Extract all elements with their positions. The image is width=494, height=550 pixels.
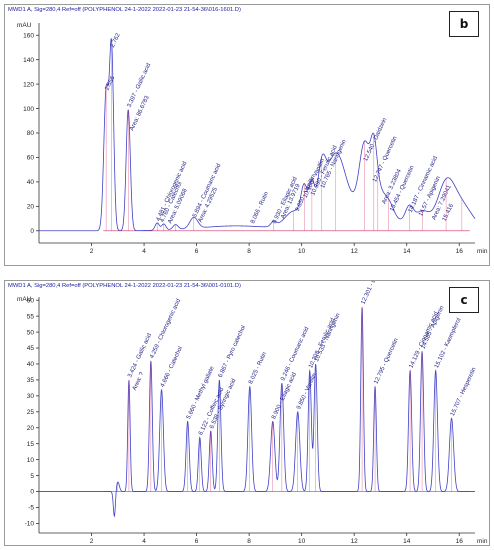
y-tick-label: 100 (23, 106, 34, 113)
x-tick-label: 4 (142, 538, 146, 545)
y-tick-label: 45 (27, 345, 35, 352)
x-tick-label: 8 (247, 248, 251, 255)
peak-label-text: 8.066 - Rutin (250, 191, 270, 225)
panel-tag-b: b (449, 11, 479, 37)
peak-label-text: 8.025 - Rutin (248, 351, 268, 385)
y-tick-label: 60 (27, 297, 35, 304)
chromatogram-panel-b: 0 20 40 60 80 100 120 140 160 2 4 6 8 10 12 14 16 mAU min 2… (4, 4, 490, 266)
peak-label: 12.301 - Daidzein (360, 281, 385, 305)
x-tick-label: 2 (90, 248, 94, 255)
y-tick-label: 120 (23, 81, 34, 88)
y-tick-label: -5 (28, 505, 34, 512)
panel-tag-c: c (449, 287, 479, 313)
chromatogram-b-header: MWD1 A, Sig=280,4 Ref=off (POLYPHENOL 24… (8, 7, 241, 13)
x-tick-label: 2 (90, 538, 94, 545)
y-tick-label: 30 (27, 393, 35, 400)
y-tick-label: 160 (23, 32, 34, 39)
y-tick-label: 80 (27, 130, 35, 137)
x-tick-label: 10 (298, 538, 306, 545)
peak-label: 6.867 - Pyro catechol (218, 325, 247, 379)
peak-label: 15.707 - Hesperetin (450, 367, 478, 417)
y-tick-label: 40 (27, 361, 35, 368)
y-tick-label: 0 (30, 228, 34, 235)
y-tick-label: 10 (27, 457, 35, 464)
x-tick-label: 6 (195, 538, 199, 545)
y-tick-label: 25 (27, 409, 35, 416)
peak-label-text: 6.867 - Pyro catechol (218, 325, 247, 379)
y-tick-label: 15 (27, 441, 35, 448)
peak-label: 15.102 - Kaempferol (434, 317, 462, 369)
peak-label-text: 12.795 - Quercetin (373, 338, 399, 386)
y-axis-label: mAU (17, 22, 32, 29)
peak-label: 8.066 - Rutin (250, 191, 270, 225)
y-tick-label: 35 (27, 377, 35, 384)
x-tick-label: 8 (247, 538, 251, 545)
peak-label: 8.025 - Rutin (248, 351, 268, 385)
x-tick-label: 14 (403, 538, 411, 545)
peak-label-text: 4.666 - Catechol (160, 346, 184, 388)
x-axis-unit: min (477, 538, 488, 545)
chromatogram-panel-c: -10 -5 0 5 10 15 20 25 30 35 40 45 50 55 60 2 4 6 8 10 12 14 1… (4, 280, 490, 546)
x-tick-label: 16 (456, 248, 464, 255)
peak-label: 10.533 - Naringenin (314, 313, 342, 363)
peak-label: 12.795 - Quercetin (373, 338, 399, 386)
x-tick-label: 14 (403, 248, 411, 255)
chromatogram-c-header: MWD1 A, Sig=280,4 Ref=off (POLYPHENOL 24… (8, 283, 241, 289)
peak-label-text: 12.301 - Daidzein (360, 281, 385, 305)
x-tick-label: 12 (351, 248, 359, 255)
x-tick-label: 10 (298, 248, 306, 255)
y-tick-label: 20 (27, 425, 35, 432)
y-tick-label: 40 (27, 179, 35, 186)
y-tick-label: 0 (30, 489, 34, 496)
x-tick-label: 12 (351, 538, 359, 545)
y-tick-label: 60 (27, 155, 35, 162)
peak-label-text: 15.707 - Hesperetin (450, 367, 478, 417)
y-tick-label: 50 (27, 329, 35, 336)
y-tick-label: -10 (25, 521, 35, 528)
peak-label: 4.666 - Catechol (160, 346, 184, 388)
chromatogram-trace (39, 307, 475, 518)
chromatogram-trace (39, 38, 476, 232)
y-tick-label: 140 (23, 57, 34, 64)
peak-label-text: 15.102 - Kaempferol (434, 317, 462, 369)
x-axis-unit: min (477, 248, 488, 255)
y-tick-label: 5 (30, 473, 34, 480)
x-tick-label: 6 (195, 248, 199, 255)
y-axis-label: mAU (17, 296, 32, 303)
y-tick-label: 55 (27, 313, 35, 320)
x-tick-label: 16 (456, 538, 464, 545)
chromatogram-c-plot: -10 -5 0 5 10 15 20 25 30 35 40 45 50 55 60 2 4 6 8 10 12 14 1… (17, 281, 488, 545)
y-tick-label: 20 (27, 204, 35, 211)
peak-label-text: 10.533 - Naringenin (314, 313, 342, 363)
x-tick-label: 4 (142, 248, 146, 255)
